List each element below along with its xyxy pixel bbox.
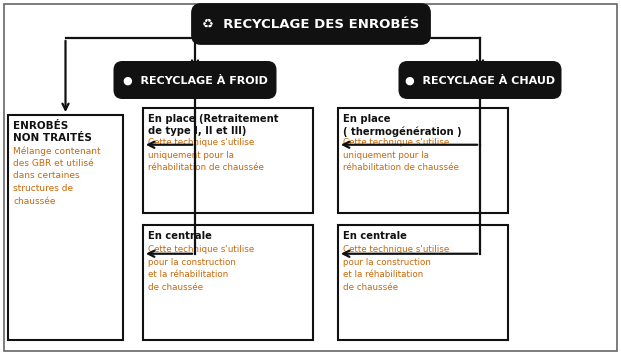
Text: En place (Retraitement
de type I, II et III): En place (Retraitement de type I, II et … — [148, 114, 278, 136]
Bar — [143, 108, 313, 213]
Bar — [338, 108, 508, 213]
Bar — [338, 225, 508, 340]
Text: Cette technique s'utilise
pour la construction
et la réhabilitation
de chaussée: Cette technique s'utilise pour la constr… — [148, 245, 254, 291]
Text: En centrale: En centrale — [343, 231, 407, 241]
Text: ●  RECYCLAGE À FROID: ● RECYCLAGE À FROID — [122, 74, 268, 86]
Bar — [8, 115, 123, 340]
Text: ♻  RECYCLAGE DES ENROBÉS: ♻ RECYCLAGE DES ENROBÉS — [202, 17, 420, 31]
Text: ENROBÉS
NON TRAITÉS: ENROBÉS NON TRAITÉS — [13, 121, 92, 143]
Text: Mélange contenant
des GBR et utilisé
dans certaines
structures de
chaussée: Mélange contenant des GBR et utilisé dan… — [13, 146, 101, 206]
Text: Cette technique s'utilise
uniquement pour la
réhabilitation de chaussée: Cette technique s'utilise uniquement pou… — [148, 138, 264, 172]
Text: En centrale: En centrale — [148, 231, 212, 241]
FancyBboxPatch shape — [399, 61, 561, 99]
Text: Cette technique s'utilise
uniquement pour la
réhabilitation de chaussée: Cette technique s'utilise uniquement pou… — [343, 138, 459, 172]
Bar — [143, 225, 313, 340]
FancyBboxPatch shape — [114, 61, 276, 99]
Text: En place
( thermogénération ): En place ( thermogénération ) — [343, 114, 461, 137]
FancyBboxPatch shape — [191, 3, 431, 45]
Text: Cette technique s'utilise
pour la construction
et la réhabilitation
de chaussée: Cette technique s'utilise pour la constr… — [343, 245, 449, 291]
Text: ●  RECYCLAGE À CHAUD: ● RECYCLAGE À CHAUD — [405, 74, 555, 86]
